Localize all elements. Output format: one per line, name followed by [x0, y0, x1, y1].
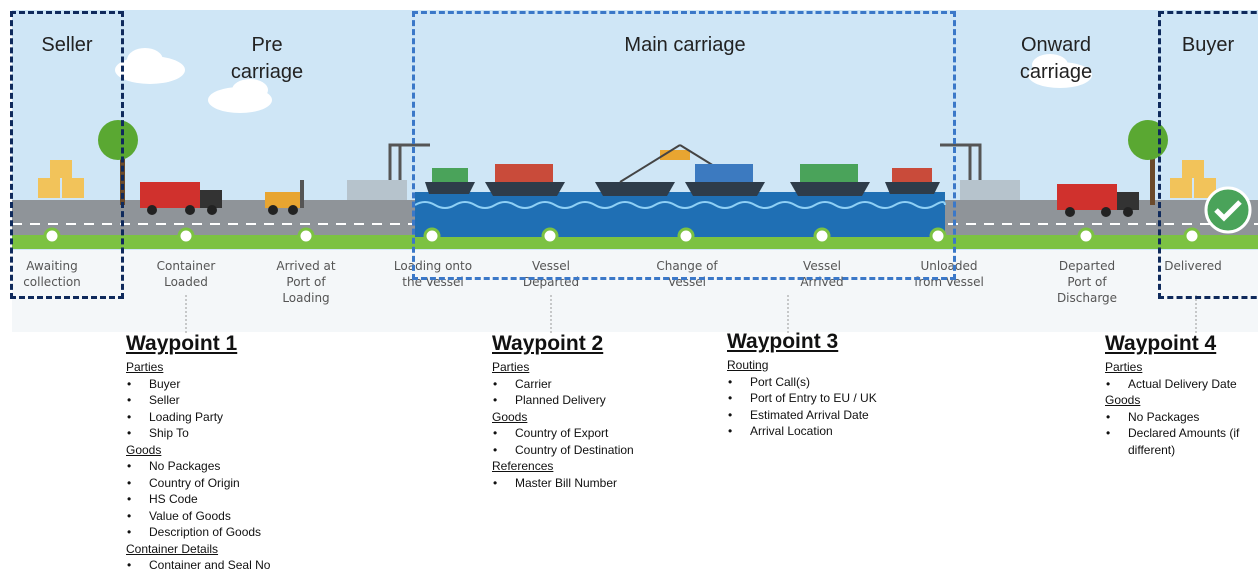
- zone-label: Onward carriage: [1006, 32, 1106, 86]
- list-item: Country of Destination: [492, 442, 634, 459]
- list-item: Port of Entry to EU / UK: [727, 390, 877, 407]
- stage-label: Departed Port of Discharge: [1052, 258, 1122, 306]
- list-item: Buyer: [126, 376, 270, 393]
- list-item: Actual Delivery Date: [1105, 376, 1258, 393]
- section-heading: Goods: [1105, 392, 1258, 409]
- seller-box: [10, 11, 124, 299]
- list-item: Loading Party: [126, 409, 270, 426]
- waypoint-title: Waypoint 2: [492, 331, 634, 357]
- stage-label: Container Loaded: [138, 258, 234, 290]
- section-heading: Parties: [126, 359, 270, 376]
- list-item: Port Call(s): [727, 374, 877, 391]
- section-heading: Goods: [126, 442, 270, 459]
- stage-label: Arrived at Port of Loading: [268, 258, 344, 306]
- section-heading: Routing: [727, 357, 877, 374]
- list-item: HS Code: [126, 491, 270, 508]
- list-item: Value of Goods: [126, 508, 270, 525]
- waypoint: Waypoint 2 PartiesCarrierPlanned Delivery…: [492, 331, 634, 491]
- waypoint-title: Waypoint 4: [1105, 331, 1258, 357]
- main-carriage-box: [412, 11, 956, 280]
- page: Seller Pre carriage Main carriage Onward…: [0, 0, 1260, 571]
- list-item: Declared Amounts (if different): [1105, 425, 1258, 458]
- waypoint: Waypoint 1 PartiesBuyerSellerLoading Part…: [126, 331, 270, 571]
- section-heading: Parties: [1105, 359, 1258, 376]
- buyer-box: [1158, 11, 1260, 299]
- waypoint-title: Waypoint 1: [126, 331, 270, 357]
- list-item: Estimated Arrival Date: [727, 407, 877, 424]
- zone-label: Pre carriage: [222, 32, 312, 86]
- list-item: Planned Delivery: [492, 392, 634, 409]
- section-heading: References: [492, 458, 634, 475]
- list-item: Master Bill Number: [492, 475, 634, 492]
- list-item: No Packages: [126, 458, 270, 475]
- list-item: Arrival Location: [727, 423, 877, 440]
- section-heading: Parties: [492, 359, 634, 376]
- waypoint: Waypoint 3 RoutingPort Call(s)Port of Ent…: [727, 329, 877, 440]
- waypoint-title: Waypoint 3: [727, 329, 877, 355]
- list-item: Country of Export: [492, 425, 634, 442]
- section-heading: Goods: [492, 409, 634, 426]
- list-item: Country of Origin: [126, 475, 270, 492]
- list-item: Carrier: [492, 376, 634, 393]
- section-heading: Container Details: [126, 541, 270, 558]
- list-item: Description of Goods: [126, 524, 270, 541]
- list-item: Container and Seal No: [126, 557, 270, 571]
- list-item: No Packages: [1105, 409, 1258, 426]
- list-item: Seller: [126, 392, 270, 409]
- list-item: Ship To: [126, 425, 270, 442]
- waypoint: Waypoint 4 PartiesActual Delivery DateGoo…: [1105, 331, 1258, 458]
